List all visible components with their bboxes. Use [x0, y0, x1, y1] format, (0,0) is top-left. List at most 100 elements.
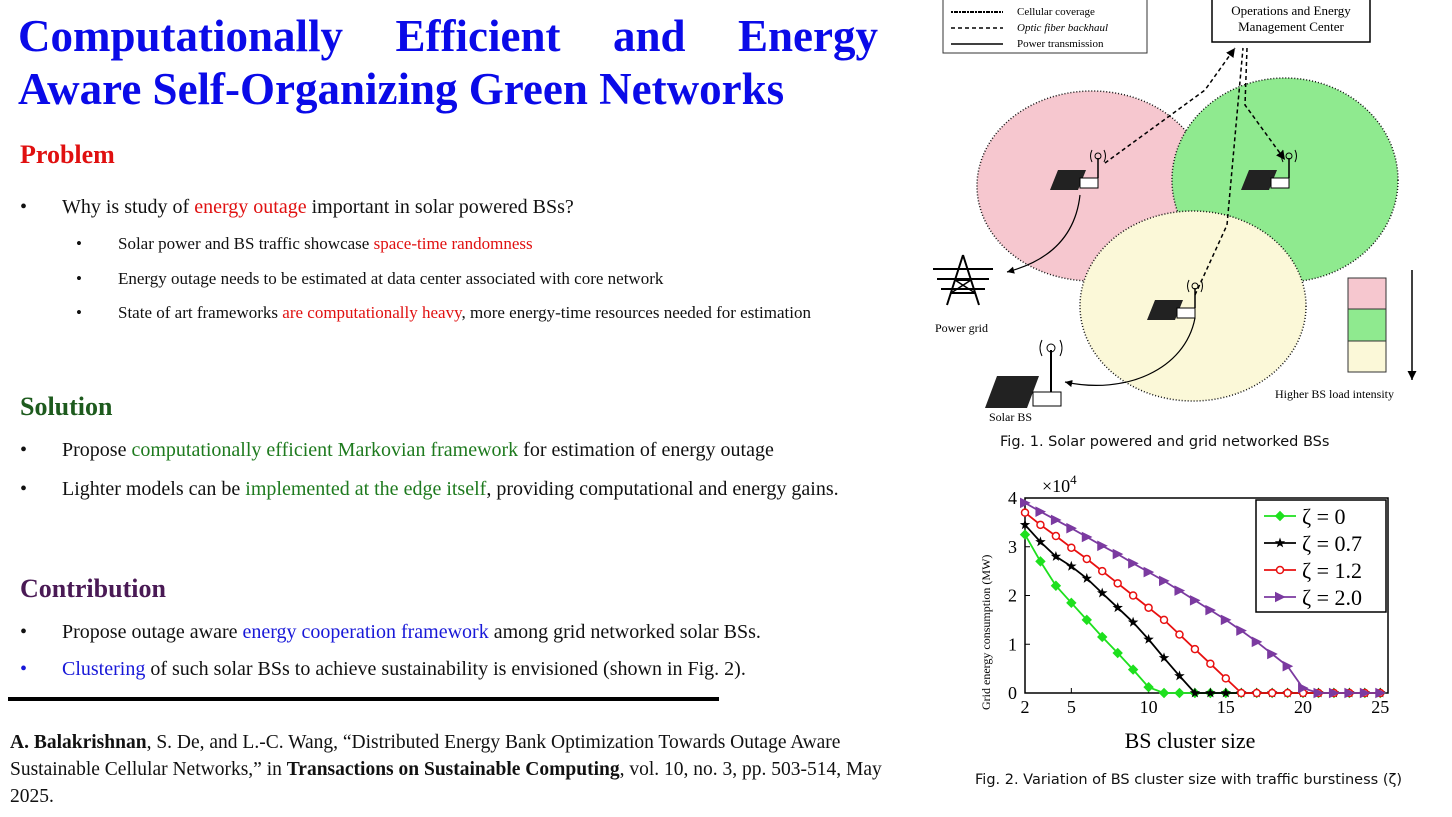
problem-heading: Problem	[20, 140, 115, 169]
data-point	[1174, 585, 1186, 596]
highlight-text: energy cooperation framework	[242, 621, 489, 643]
bullet-text: , more energy-time resources needed for …	[461, 303, 811, 322]
highlight-text: space-time randomness	[373, 234, 533, 253]
data-point	[1190, 644, 1200, 654]
bullet-text: Propose	[62, 439, 132, 461]
data-point	[1220, 687, 1231, 698]
x-tick-label: 2	[1021, 697, 1030, 717]
data-point	[1112, 647, 1123, 659]
data-point	[1019, 529, 1031, 540]
data-point	[1020, 508, 1030, 517]
legend-label: ζ = 0.7	[1302, 531, 1362, 556]
y-tick-label: 2	[1008, 586, 1017, 606]
data-point	[1067, 543, 1076, 552]
data-point	[1175, 630, 1184, 639]
data-point	[1082, 554, 1092, 564]
figure-2: Grid energy consumption (MW) ×104 BS clu…	[970, 470, 1410, 788]
data-point	[1267, 648, 1278, 660]
data-point	[1359, 687, 1371, 699]
network-diagram: Cellular coverage Optic fiber backhaul P…	[933, 0, 1417, 424]
bullet-marker: •	[20, 439, 28, 461]
reference-authors-bold: A. Balakrishnan	[10, 732, 147, 753]
highlight-text: energy outage	[194, 196, 307, 218]
coverage-cell-yellow	[1079, 210, 1307, 402]
data-point	[1205, 687, 1216, 698]
y-axis-label: Grid energy consumption (MW)	[979, 555, 993, 710]
data-point	[1298, 682, 1309, 694]
data-point	[1143, 633, 1154, 644]
data-point	[1019, 519, 1031, 530]
x-tick-label: 15	[1217, 697, 1235, 717]
data-point	[1128, 558, 1139, 569]
solar-bs-icon	[1241, 149, 1297, 190]
bullet-text: important in solar powered BSs?	[306, 196, 574, 218]
data-point	[1158, 687, 1170, 699]
bullet-marker: •	[76, 234, 82, 253]
data-point	[1313, 687, 1325, 699]
data-point	[1189, 687, 1201, 698]
bullet-marker: •	[76, 303, 82, 322]
data-point	[1097, 566, 1107, 576]
data-point	[1220, 614, 1232, 626]
data-point	[1127, 664, 1139, 675]
x-tick-label: 5	[1067, 697, 1076, 717]
bullet-marker: •	[20, 658, 28, 680]
data-point	[1159, 575, 1170, 587]
bullet-text: for estimation of energy outage	[518, 439, 774, 461]
data-point	[1174, 687, 1185, 699]
problem-bullet-1: • Why is study of energy outage importan…	[20, 195, 900, 221]
legend-label: Cellular coverage	[1017, 6, 1095, 18]
contribution-bullet-2: • Clustering of such solar BSs to achiev…	[20, 657, 910, 683]
solar-bs-icon	[1147, 279, 1203, 320]
data-point	[1252, 688, 1261, 698]
data-point	[1097, 587, 1108, 598]
data-point	[1097, 540, 1108, 552]
power-grid-label: Power grid	[935, 321, 988, 335]
highlight-text: Clustering	[62, 658, 146, 680]
data-point	[1112, 602, 1123, 613]
fiber-backhaul-link	[1244, 47, 1286, 161]
operations-center-box	[1211, 0, 1371, 43]
data-point	[1375, 687, 1386, 699]
bullet-text: Lighter models can be	[62, 478, 246, 500]
divider-line	[8, 697, 719, 701]
data-point	[1251, 636, 1263, 648]
data-point	[1283, 688, 1292, 698]
bullet-text: , providing computational and energy gai…	[486, 478, 839, 500]
reference-citation: A. Balakrishnan, S. De, and L.-C. Wang, …	[10, 729, 890, 810]
legend-label: ζ = 0	[1302, 504, 1346, 529]
figure-1-caption: Fig. 1. Solar powered and grid networked…	[1000, 434, 1330, 450]
x-tick-label: 10	[1140, 697, 1158, 717]
data-point	[1274, 510, 1286, 522]
solar-bs-icon	[1050, 149, 1106, 190]
data-point	[1113, 579, 1122, 588]
highlight-text: computationally efficient Markovian fram…	[131, 439, 519, 461]
data-point	[1344, 687, 1356, 699]
data-point	[1275, 565, 1285, 575]
data-point	[1205, 604, 1216, 616]
load-level-medium	[1347, 308, 1387, 342]
data-point	[1050, 580, 1062, 591]
x-tick-label: 25	[1371, 697, 1389, 717]
data-point	[1066, 560, 1077, 571]
data-point	[1236, 625, 1247, 636]
x-tick-label: 20	[1294, 697, 1312, 717]
figure-2-caption: Fig. 2. Variation of BS cluster size wit…	[975, 772, 1403, 788]
solution-bullet-2: • Lighter models can be implemented at t…	[20, 477, 910, 527]
bullet-text: State of art frameworks	[118, 303, 283, 322]
legend-box	[942, 0, 1148, 54]
bullet-marker: •	[20, 478, 28, 500]
operations-center-label: Operations and Energy	[1231, 3, 1351, 18]
solution-bullet-1: • Propose computationally efficient Mark…	[20, 438, 910, 464]
legend-label: Optic fiber backhaul	[1017, 22, 1108, 34]
y-tick-label: 4	[1008, 488, 1017, 508]
power-grid-tower-icon	[933, 254, 993, 306]
solar-bs-label: Solar BS	[989, 410, 1032, 424]
data-point	[1081, 531, 1093, 543]
data-point	[1174, 670, 1185, 681]
data-point	[1328, 687, 1340, 699]
operations-center-label: Management Center	[1238, 19, 1344, 34]
data-point	[1035, 556, 1046, 567]
data-point	[1127, 616, 1139, 627]
problem-sub-bullet-1: • Solar power and BS traffic showcase sp…	[76, 230, 896, 257]
